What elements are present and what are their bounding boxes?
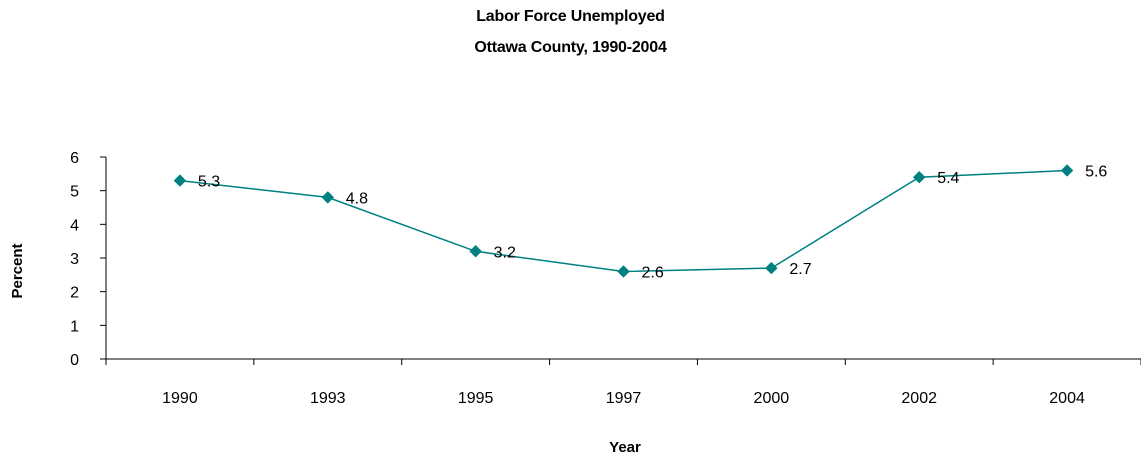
data-point-marker: [617, 265, 630, 278]
y-tick-label: 3: [70, 251, 79, 268]
x-tick-label: 1990: [162, 390, 198, 407]
data-label: 5.3: [198, 174, 220, 191]
x-tick-label: 1995: [458, 390, 494, 407]
data-label: 4.8: [346, 190, 368, 207]
x-tick-label: 2000: [754, 390, 790, 407]
tick-labels: 0 1 2 3 4 5 6 1990 1993 1995 1997 2000 2002 2004: [70, 150, 1085, 407]
data-label: 5.4: [937, 170, 959, 187]
x-tick-label: 2004: [1049, 390, 1085, 407]
y-tick-label: 4: [70, 217, 79, 234]
data-point-marker: [321, 191, 334, 204]
x-tick-label: 1993: [310, 390, 346, 407]
axes: [100, 156, 1141, 365]
markers-group: [173, 164, 1074, 278]
chart-title: Labor Force Unemployed: [476, 8, 665, 25]
x-tick-label: 1997: [606, 390, 642, 407]
y-tick-label: 6: [70, 150, 79, 167]
data-label: 2.7: [789, 261, 811, 278]
data-label: 5.6: [1085, 163, 1107, 180]
x-axis-label: Year: [609, 439, 641, 456]
x-tick-label: 2002: [901, 390, 937, 407]
data-point-marker: [913, 170, 926, 184]
y-tick-label: 0: [70, 352, 79, 369]
data-label: 2.6: [642, 264, 664, 281]
series-line: [179, 169, 1068, 273]
chart-subtitle: Ottawa County, 1990-2004: [474, 39, 667, 56]
data-point-marker: [173, 174, 187, 187]
y-axis-label: Percent: [9, 243, 26, 298]
data-point-marker: [1060, 164, 1074, 177]
data-labels-group: 5.3 4.8 3.2 2.6 2.7 5.4 5.6: [198, 163, 1107, 281]
y-tick-label: 5: [70, 184, 79, 201]
data-point-marker: [469, 245, 482, 258]
data-label: 3.2: [494, 244, 516, 261]
series-line-group: [179, 169, 1068, 273]
y-tick-label: 1: [70, 318, 79, 335]
y-tick-label: 2: [70, 285, 79, 302]
data-point-marker: [765, 261, 778, 275]
